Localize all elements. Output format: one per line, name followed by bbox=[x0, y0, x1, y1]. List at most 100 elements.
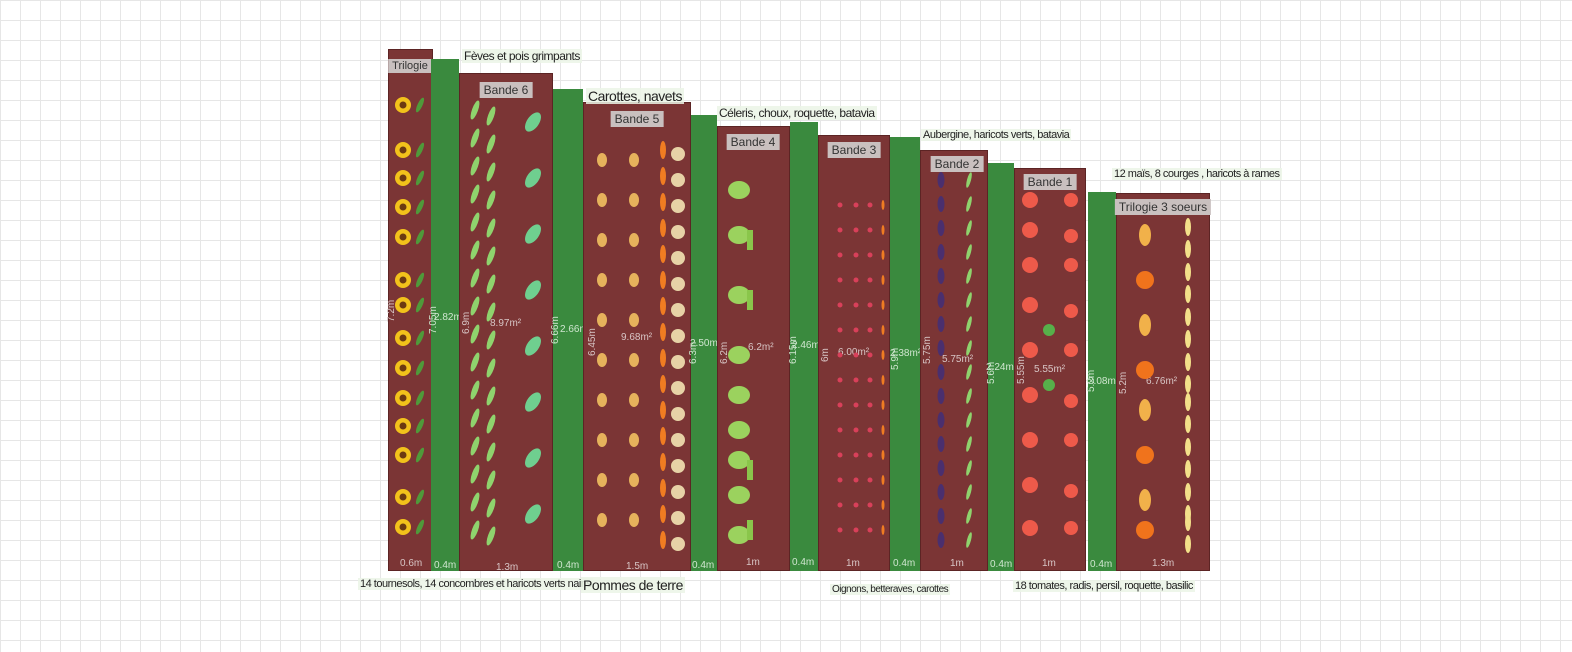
eggplant-icon bbox=[937, 460, 945, 476]
turnip-icon bbox=[671, 173, 685, 187]
tomato-icon bbox=[1064, 484, 1078, 498]
basil-icon bbox=[1043, 379, 1055, 391]
path-6-width: 0.4m bbox=[990, 559, 1013, 570]
corn-icon bbox=[1185, 513, 1191, 531]
bed-width-bande3: 1m bbox=[846, 558, 860, 569]
corn-icon bbox=[1185, 535, 1191, 553]
carrot-icon bbox=[660, 401, 666, 419]
sunflower-icon bbox=[395, 418, 411, 434]
beet-icon bbox=[867, 227, 873, 233]
tomato-icon bbox=[1022, 477, 1038, 493]
cabbage-icon bbox=[728, 286, 750, 304]
note-celeris: Céleris, choux, roquette, batavia bbox=[717, 106, 877, 120]
beet-icon bbox=[853, 477, 859, 483]
eggplant-icon bbox=[937, 364, 945, 380]
pea-pod-icon bbox=[470, 100, 480, 120]
bed-width-bande1: 1m bbox=[1042, 558, 1056, 569]
corn-icon bbox=[1185, 330, 1191, 348]
turnip-icon bbox=[671, 225, 685, 239]
pea-pod-icon bbox=[486, 386, 496, 406]
bed-trilogie-3-soeurs[interactable] bbox=[1116, 193, 1210, 571]
turnip-icon bbox=[671, 407, 685, 421]
pea-pod-icon bbox=[486, 414, 496, 434]
corn-icon bbox=[1185, 240, 1191, 258]
path-4[interactable] bbox=[790, 122, 818, 571]
corn-icon bbox=[1185, 393, 1191, 411]
cabbage-icon bbox=[728, 226, 750, 244]
carrot-icon bbox=[660, 271, 666, 289]
corn-icon bbox=[1185, 438, 1191, 456]
carrot-icon bbox=[881, 325, 885, 335]
tomato-icon bbox=[1064, 229, 1078, 243]
beet-icon bbox=[837, 302, 843, 308]
bed-width-bande4: 1m bbox=[746, 557, 760, 568]
pea-pod-icon bbox=[486, 134, 496, 154]
bean-plant-icon bbox=[525, 504, 541, 524]
path-7[interactable] bbox=[1088, 192, 1116, 571]
potato-icon bbox=[629, 513, 639, 527]
note-carottes: Carottes, navets bbox=[586, 88, 684, 104]
bed-area-bande6: 8.97m² bbox=[490, 318, 522, 329]
sunflower-icon bbox=[395, 360, 411, 376]
squash-icon bbox=[1139, 314, 1151, 336]
turnip-icon bbox=[671, 459, 685, 473]
beet-icon bbox=[867, 252, 873, 258]
carrot-icon bbox=[660, 531, 666, 549]
bean-icon bbox=[966, 508, 972, 524]
corn-icon bbox=[1185, 353, 1191, 371]
path-2[interactable] bbox=[553, 89, 583, 571]
eggplant-icon bbox=[937, 412, 945, 428]
potato-icon bbox=[597, 313, 607, 327]
cucumber-icon bbox=[415, 390, 425, 406]
cucumber-icon bbox=[415, 519, 425, 535]
path-3-width: 0.4m bbox=[692, 560, 715, 571]
carrot-icon bbox=[881, 375, 885, 385]
pea-pod-icon bbox=[470, 184, 480, 204]
corn-icon bbox=[1185, 460, 1191, 478]
beet-icon bbox=[837, 227, 843, 233]
bed-bande2[interactable] bbox=[920, 150, 988, 571]
potato-icon bbox=[597, 273, 607, 287]
carrot-icon bbox=[660, 453, 666, 471]
note-tomates: 18 tomates, radis, persil, roquette, bas… bbox=[1013, 580, 1195, 592]
carrot-icon bbox=[660, 193, 666, 211]
beet-icon bbox=[867, 352, 873, 358]
beet-icon bbox=[837, 202, 843, 208]
bean-plant-icon bbox=[525, 392, 541, 412]
potato-icon bbox=[629, 193, 639, 207]
carrot-icon bbox=[881, 250, 885, 260]
beet-icon bbox=[837, 277, 843, 283]
beet-icon bbox=[867, 427, 873, 433]
sunflower-icon bbox=[395, 170, 411, 186]
tomato-icon bbox=[1022, 520, 1038, 536]
path-7-width: 0.4m bbox=[1090, 559, 1113, 570]
sunflower-icon bbox=[395, 97, 411, 113]
bed-bande6[interactable] bbox=[459, 73, 553, 571]
beet-icon bbox=[867, 477, 873, 483]
path-6-area: 2.24m² bbox=[986, 362, 1018, 373]
potato-icon bbox=[597, 473, 607, 487]
bed-trilogie[interactable] bbox=[388, 49, 433, 571]
cucumber-icon bbox=[415, 199, 425, 215]
path-1[interactable] bbox=[431, 59, 459, 571]
eggplant-icon bbox=[937, 532, 945, 548]
carrot-icon bbox=[881, 300, 885, 310]
path-6[interactable] bbox=[988, 163, 1014, 571]
path-3[interactable] bbox=[691, 115, 717, 571]
beet-icon bbox=[853, 377, 859, 383]
pea-pod-icon bbox=[470, 156, 480, 176]
turnip-icon bbox=[671, 199, 685, 213]
path-5[interactable] bbox=[890, 137, 920, 571]
pea-pod-icon bbox=[486, 330, 496, 350]
beet-icon bbox=[853, 527, 859, 533]
sunflower-icon bbox=[395, 142, 411, 158]
bed-bande3[interactable] bbox=[818, 135, 890, 571]
cucumber-icon bbox=[415, 330, 425, 346]
carrot-icon bbox=[881, 425, 885, 435]
cabbage-icon bbox=[728, 451, 750, 469]
turnip-icon bbox=[671, 433, 685, 447]
cucumber-icon bbox=[415, 297, 425, 313]
squash-icon bbox=[1139, 399, 1151, 421]
tomato-icon bbox=[1022, 432, 1038, 448]
corn-icon bbox=[1185, 263, 1191, 281]
